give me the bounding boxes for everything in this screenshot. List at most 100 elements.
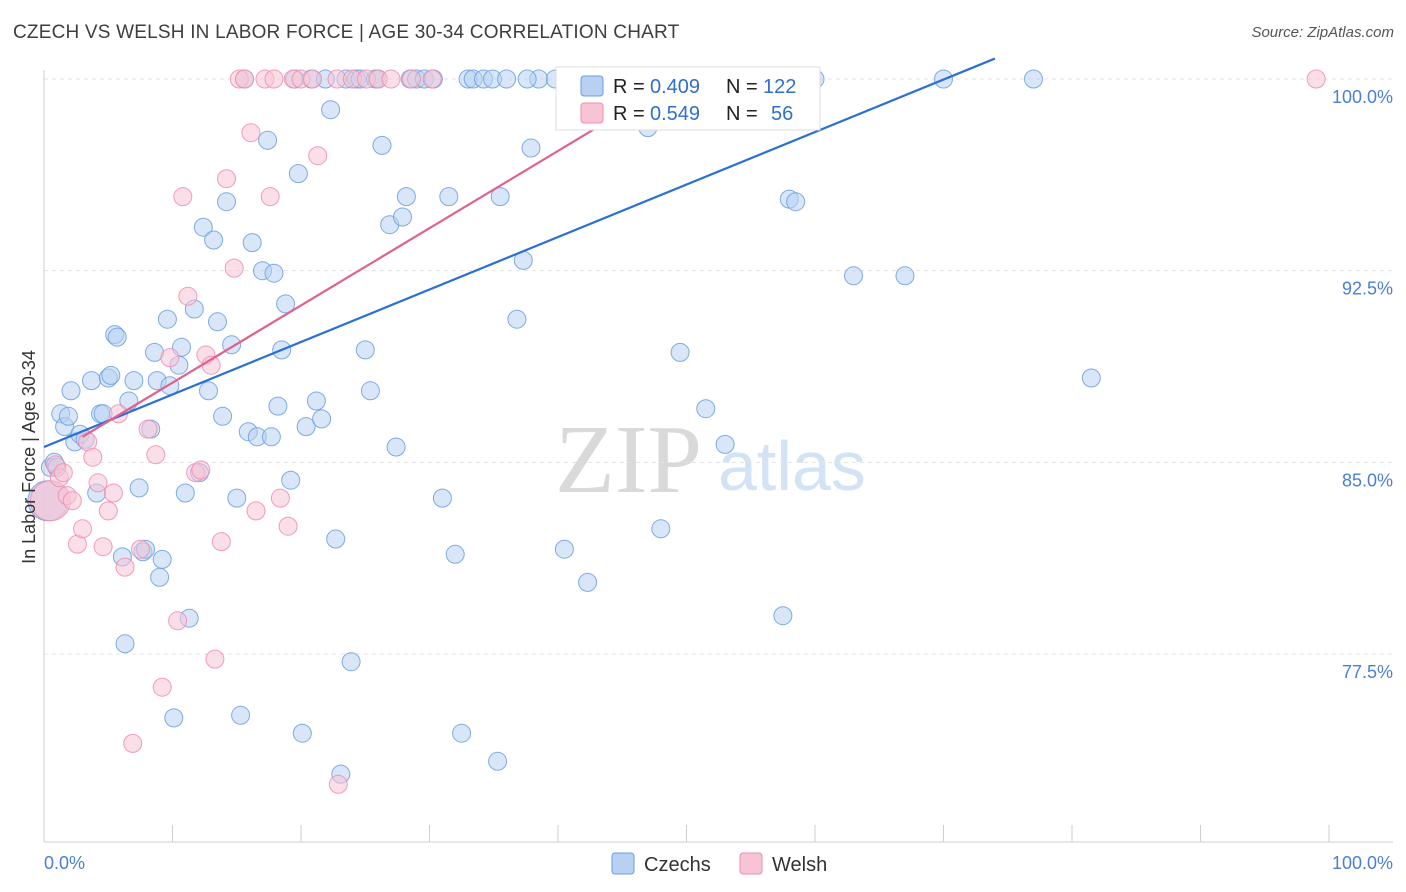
point-czechs: [306, 391, 326, 411]
point-czechs: [1024, 69, 1043, 89]
point-welsh: [93, 537, 113, 557]
point-welsh: [178, 286, 198, 306]
point-welsh: [278, 516, 298, 536]
legend-swatch-czechs: [580, 75, 604, 97]
point-welsh: [211, 532, 231, 552]
point-czechs: [488, 751, 508, 771]
axes: [43, 70, 1393, 843]
point-czechs: [213, 406, 233, 426]
chart-title: CZECH VS WELSH IN LABOR FORCE | AGE 30-3…: [13, 22, 680, 43]
point-czechs: [107, 327, 127, 347]
point-czechs: [715, 434, 735, 454]
point-czechs: [288, 164, 308, 184]
point-czechs: [157, 309, 177, 329]
point-czechs: [396, 187, 416, 207]
point-czechs: [439, 187, 459, 207]
series-welsh: [29, 69, 1326, 794]
point-welsh: [138, 419, 158, 439]
point-welsh: [224, 258, 244, 278]
point-czechs: [292, 723, 312, 743]
point-czechs: [844, 266, 863, 286]
point-czechs: [321, 100, 341, 120]
source-note: Source: ZipAtlas.com: [1251, 24, 1394, 41]
series-legend-label-welsh: Welsh: [772, 854, 827, 876]
point-czechs: [258, 130, 278, 150]
point-czechs: [276, 294, 296, 314]
legend-czechs-r: 0.409: [650, 76, 700, 98]
point-welsh: [173, 187, 193, 207]
point-czechs: [773, 606, 793, 626]
point-welsh: [62, 491, 82, 511]
point-welsh: [83, 447, 103, 467]
point-welsh: [308, 146, 328, 166]
point-czechs: [58, 406, 78, 426]
legend-czechs-r-label: R =: [613, 76, 645, 98]
point-czechs: [372, 135, 392, 155]
series-legend-swatch-welsh: [739, 852, 763, 875]
point-welsh: [115, 557, 135, 577]
legend-czechs-n-label: N =: [726, 76, 758, 98]
point-welsh: [205, 649, 225, 669]
point-czechs: [445, 544, 465, 564]
point-czechs: [393, 207, 412, 227]
point-welsh: [88, 473, 108, 493]
point-welsh: [241, 123, 261, 143]
trend-lines: [43, 57, 996, 449]
legend-czechs-n: 122: [763, 76, 796, 98]
point-czechs: [204, 230, 224, 250]
point-czechs: [199, 381, 218, 401]
point-welsh: [191, 460, 211, 480]
point-welsh: [146, 445, 166, 465]
point-czechs: [355, 340, 375, 360]
point-welsh: [1306, 69, 1326, 89]
point-czechs: [101, 365, 121, 385]
point-czechs: [497, 69, 517, 89]
point-czechs: [82, 371, 101, 391]
point-welsh: [402, 69, 421, 89]
point-czechs: [208, 312, 227, 332]
point-czechs: [507, 309, 527, 329]
point-welsh: [381, 69, 401, 89]
point-czechs: [227, 488, 247, 508]
point-czechs: [452, 723, 472, 743]
point-czechs: [326, 529, 346, 549]
point-czechs: [175, 483, 195, 503]
point-welsh: [152, 677, 172, 697]
point-czechs: [696, 399, 716, 419]
legend-swatch-welsh: [580, 102, 604, 124]
point-welsh: [98, 501, 118, 521]
legend-welsh-r: 0.549: [650, 103, 700, 125]
point-czechs: [129, 478, 149, 498]
point-czechs: [341, 652, 361, 672]
y-axis-title: In Labor Force | Age 30-34: [19, 350, 39, 564]
point-welsh: [217, 169, 236, 189]
point-welsh: [270, 488, 290, 508]
point-welsh: [303, 69, 323, 89]
point-czechs: [432, 488, 452, 508]
point-czechs: [786, 192, 806, 212]
y-tick-label: 100.0%: [1332, 87, 1393, 107]
point-czechs: [651, 519, 671, 539]
point-welsh: [123, 733, 143, 753]
point-welsh: [246, 501, 266, 521]
point-welsh: [103, 483, 123, 503]
point-czechs: [124, 371, 144, 391]
x-tick-label-left: 0.0%: [44, 853, 85, 873]
point-welsh: [53, 463, 73, 483]
point-czechs: [895, 266, 915, 286]
point-czechs: [242, 233, 262, 253]
point-czechs: [1081, 368, 1101, 388]
point-welsh: [260, 187, 280, 207]
watermark-zip: ZIP: [555, 406, 702, 514]
point-czechs: [268, 396, 288, 416]
data-points: [27, 69, 1326, 794]
point-welsh: [422, 69, 442, 89]
point-czechs: [261, 427, 281, 447]
point-czechs: [312, 409, 332, 429]
point-welsh: [264, 69, 284, 89]
point-czechs: [193, 217, 213, 237]
series-legend-label-czechs: Czechs: [644, 854, 711, 876]
watermark-atlas: atlas: [718, 427, 866, 505]
gridlines: [44, 78, 1393, 655]
